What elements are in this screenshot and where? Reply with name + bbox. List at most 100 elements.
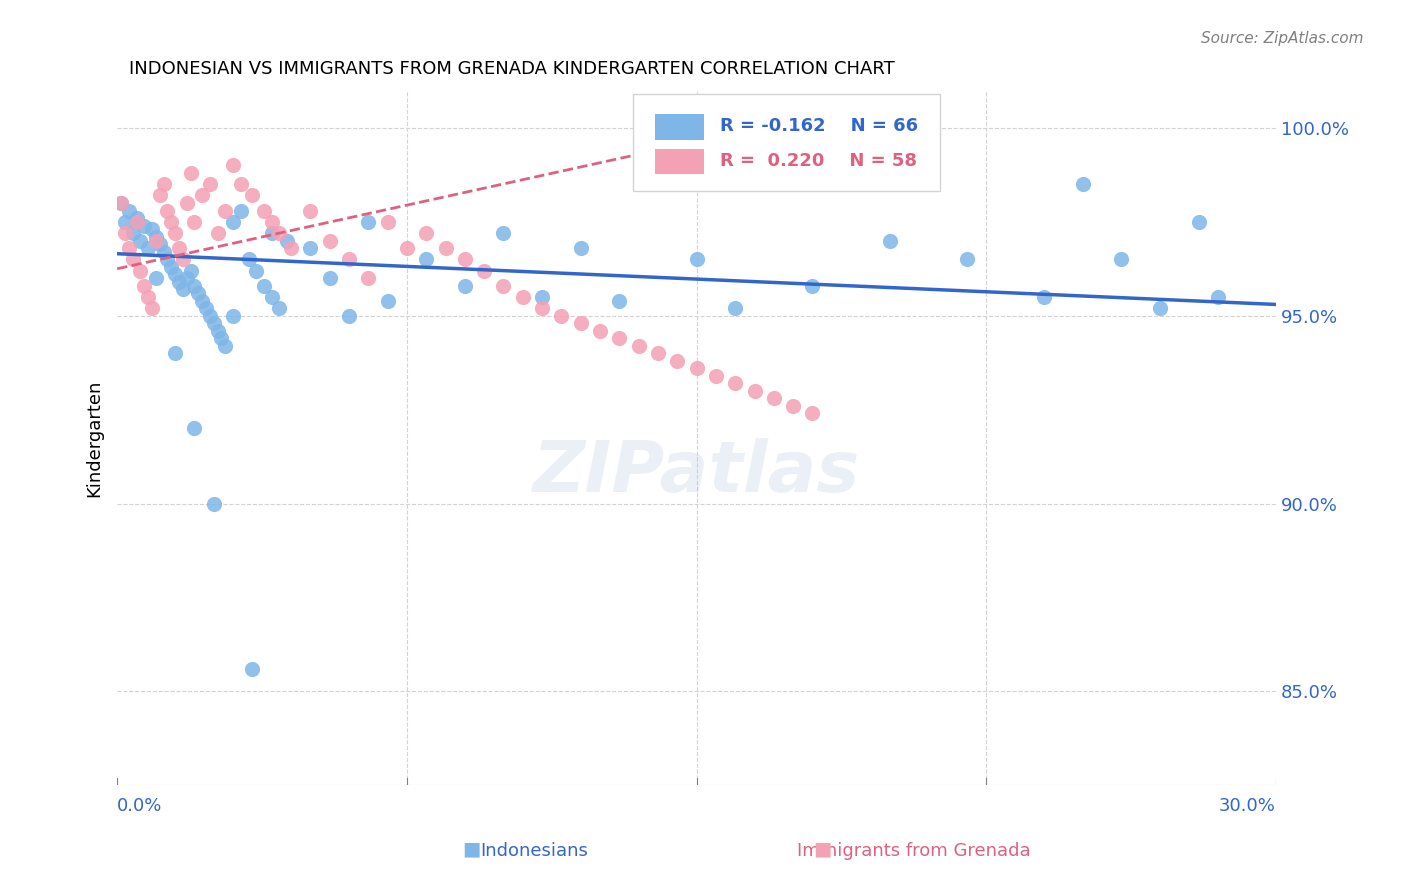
Text: Indonesians: Indonesians (481, 842, 588, 860)
Point (472, 263, 495, 277)
Point (280, 241, 302, 255)
Point (156, 203, 179, 218)
Point (195, 301, 218, 316)
Point (176, 271, 198, 285)
Point (607, 331, 630, 345)
Point (121, 226, 143, 240)
Point (569, 241, 592, 255)
Text: Immigrants from Grenada: Immigrants from Grenada (797, 842, 1031, 860)
Point (180, 166, 202, 180)
Point (145, 229, 167, 244)
Point (165, 346, 187, 360)
FancyBboxPatch shape (633, 94, 941, 191)
Point (129, 263, 152, 277)
Text: ZIPatlas: ZIPatlas (533, 438, 860, 508)
Point (222, 309, 245, 323)
Point (214, 339, 236, 353)
Point (260, 215, 283, 229)
Point (129, 234, 152, 248)
Point (134, 219, 156, 233)
Point (318, 234, 340, 248)
Point (782, 399, 804, 413)
Point (1111, 252, 1133, 267)
Point (165, 226, 187, 240)
Text: ■: ■ (813, 839, 832, 858)
Point (357, 271, 380, 285)
Point (685, 252, 707, 267)
Point (207, 226, 229, 240)
Point (176, 196, 198, 211)
Text: R =  0.220    N = 58: R = 0.220 N = 58 (720, 153, 917, 170)
Point (531, 290, 554, 304)
Text: Source: ZipAtlas.com: Source: ZipAtlas.com (1201, 31, 1364, 46)
Point (685, 361, 707, 376)
Point (245, 263, 267, 277)
Point (318, 271, 340, 285)
Point (125, 215, 148, 229)
Point (149, 188, 172, 202)
Point (242, 188, 264, 202)
Point (724, 301, 747, 316)
Point (704, 368, 727, 383)
Point (180, 263, 202, 277)
Point (377, 293, 399, 308)
Point (299, 241, 322, 255)
Point (145, 234, 167, 248)
Point (114, 226, 136, 240)
Point (183, 215, 205, 229)
Text: ■: ■ (461, 839, 481, 858)
Point (337, 252, 360, 267)
Point (207, 324, 229, 338)
FancyBboxPatch shape (655, 114, 703, 140)
Point (512, 290, 534, 304)
Point (165, 268, 187, 282)
Point (198, 309, 221, 323)
Point (956, 252, 979, 267)
Point (550, 309, 572, 323)
Point (187, 286, 209, 301)
Point (214, 203, 236, 218)
Point (492, 278, 515, 293)
Point (531, 301, 554, 316)
Point (589, 324, 612, 338)
Text: R = -0.162    N = 66: R = -0.162 N = 66 (720, 118, 918, 136)
Point (269, 226, 291, 240)
Point (1033, 290, 1056, 304)
Point (762, 392, 785, 406)
Point (183, 278, 205, 293)
Point (202, 316, 225, 330)
Point (647, 346, 669, 360)
Point (222, 158, 245, 172)
Point (110, 196, 132, 211)
Point (118, 241, 141, 255)
Point (172, 282, 194, 296)
Point (569, 316, 592, 330)
Point (337, 309, 360, 323)
FancyBboxPatch shape (655, 149, 703, 174)
Point (160, 215, 183, 229)
Point (125, 211, 148, 225)
Point (238, 252, 260, 267)
Point (141, 222, 163, 236)
Point (666, 353, 689, 368)
Point (377, 215, 399, 229)
Point (183, 421, 205, 435)
Text: 0.0%: 0.0% (117, 797, 163, 814)
Point (415, 226, 437, 240)
Point (191, 293, 214, 308)
Point (724, 376, 747, 391)
Y-axis label: Kindergarten: Kindergarten (86, 379, 103, 497)
Point (211, 331, 233, 345)
Point (299, 203, 322, 218)
Point (260, 290, 283, 304)
Point (395, 241, 418, 255)
Point (121, 252, 143, 267)
Point (879, 234, 901, 248)
Point (357, 215, 380, 229)
Point (172, 252, 194, 267)
Point (434, 241, 457, 255)
Point (242, 662, 264, 676)
Point (156, 252, 179, 267)
Text: 30.0%: 30.0% (1219, 797, 1277, 814)
Point (222, 215, 245, 229)
